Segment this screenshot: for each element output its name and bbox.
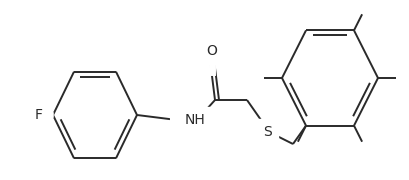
Text: O: O xyxy=(207,44,218,58)
Text: NH: NH xyxy=(185,113,206,127)
Text: S: S xyxy=(264,125,272,139)
Text: F: F xyxy=(35,108,43,122)
